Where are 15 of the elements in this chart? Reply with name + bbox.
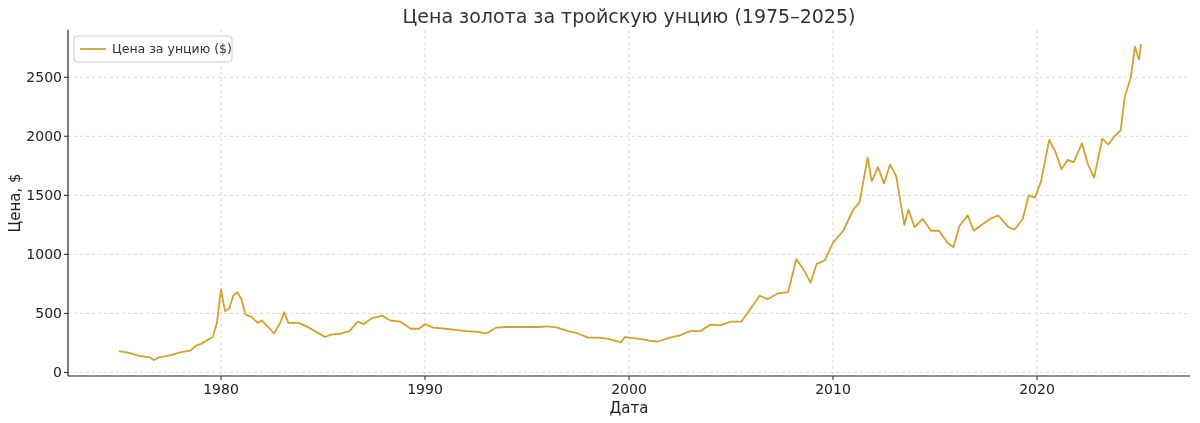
y-tick-label: 500: [35, 305, 62, 322]
y-axis-title: Цена, $: [6, 173, 24, 233]
x-tick-label: 2020: [1019, 381, 1055, 397]
y-tick-label: 0: [53, 364, 62, 381]
x-tick-label: 2000: [611, 381, 647, 397]
chart-title: Цена золота за тройскую унцию (1975–2025): [402, 5, 856, 27]
y-tick-label: 2000: [26, 128, 62, 145]
x-tick-label: 1980: [203, 381, 239, 397]
x-tick-label: 2010: [815, 381, 851, 397]
x-axis-title: Дата: [609, 399, 649, 417]
y-tick-label: 2500: [26, 69, 62, 86]
y-tick-label: 1500: [26, 187, 62, 204]
y-tick-label: 1000: [26, 246, 62, 263]
legend-label: Цена за унцию ($): [112, 41, 232, 56]
x-tick-label: 1990: [407, 381, 443, 397]
